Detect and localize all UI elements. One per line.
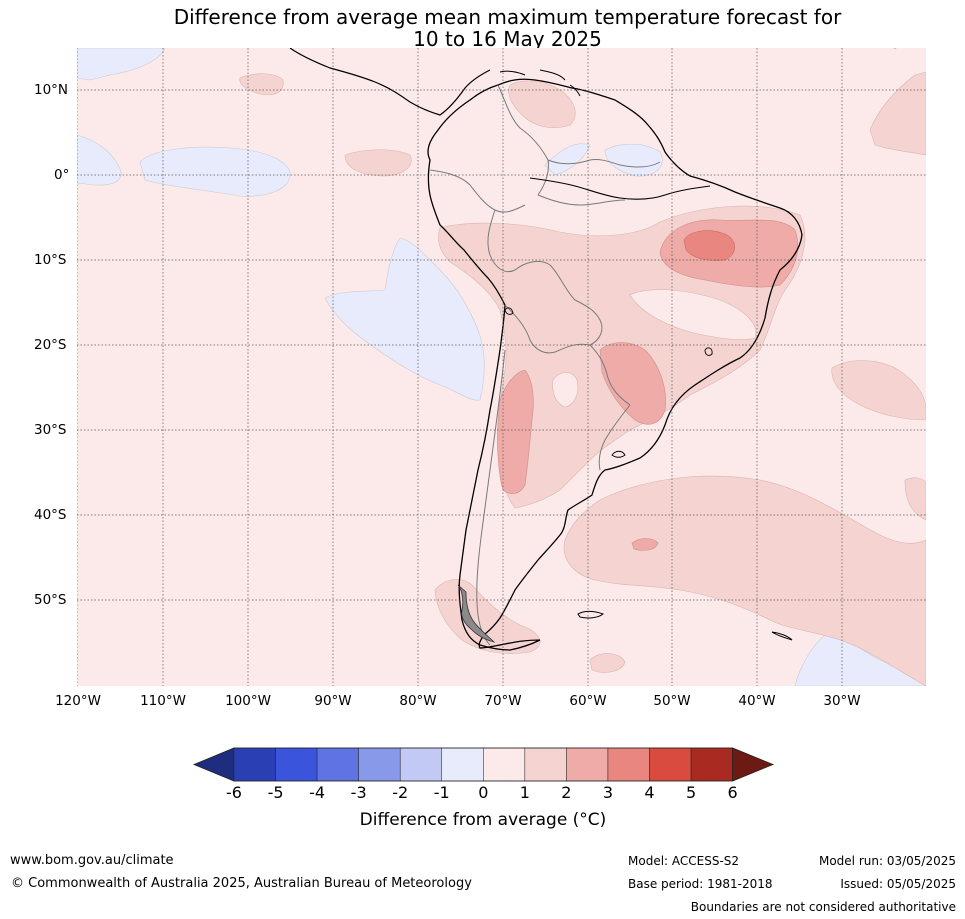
- lat-label-10n: 10°N: [34, 82, 69, 98]
- colorbar-segment: [441, 747, 484, 782]
- anomaly-neg-guiana: [604, 143, 663, 177]
- anomaly-0-1-interior: [552, 372, 579, 408]
- anomaly-1-2-eq: [344, 149, 412, 177]
- border-peru-brazil: [487, 209, 516, 273]
- anomaly-1-2-ne: [869, 71, 926, 156]
- colorbar-tick-label: 2: [561, 783, 572, 802]
- anomaly-1-2-colombia: [508, 80, 576, 129]
- border-colombia-ecuador-peru: [429, 169, 526, 213]
- lon-label-100w: 100°W: [225, 693, 271, 709]
- falkland-islands: [577, 610, 605, 619]
- colorbar-segment: [399, 747, 443, 782]
- disclaimer-text: Boundaries are not considered authoritat…: [690, 900, 956, 914]
- anomaly-neg-nw: [77, 48, 166, 81]
- bom-website-text: www.bom.gov.au/climate: [10, 853, 174, 868]
- colorbar-tick-label: 1: [519, 783, 530, 802]
- anomaly-2-3-ocean: [631, 538, 659, 551]
- border-colombia-venezuela: [497, 84, 549, 196]
- anomaly-2-3-argentina: [497, 369, 534, 494]
- border-chile-argentina: [476, 349, 506, 646]
- lat-label-30s: 30°S: [34, 422, 67, 438]
- lon-label-50w: 50°W: [653, 693, 691, 709]
- colorbar-segment: [607, 747, 650, 782]
- lon-label-110w: 110°W: [140, 693, 186, 709]
- colorbar-tick-label: -2: [392, 783, 409, 802]
- colorbar-arrow-below-min: [192, 747, 235, 782]
- colorbar-segment: [566, 747, 609, 782]
- colorbar-tick-label: 4: [644, 783, 655, 802]
- colorbar-tick-label: -6: [226, 783, 242, 802]
- anomaly-neg-w: [77, 134, 122, 186]
- anomaly-neg-venezuela: [544, 143, 591, 176]
- colorbar-tick-label: -1: [433, 783, 450, 802]
- colorbar-tick-label: 5: [685, 783, 697, 802]
- lon-label-120w: 120°W: [55, 693, 101, 709]
- lat-label-20s: 20°S: [34, 337, 67, 353]
- lon-label-60w: 60°W: [569, 693, 607, 709]
- lon-label-70w: 70°W: [484, 693, 522, 709]
- colorbar-tick-label: 6: [727, 783, 738, 802]
- colorbar-tick-label: 0: [478, 783, 489, 802]
- brazil-river-feature: [529, 177, 711, 200]
- border-chile-bolivia-argentina: [504, 304, 591, 354]
- border-guianas: [547, 159, 661, 168]
- anomaly-3-4-ne-brazil: [683, 230, 736, 261]
- colorbar-segment: [524, 747, 567, 782]
- anomaly-1-2-atlantic-s: [563, 475, 926, 686]
- south-america-coastline: [427, 78, 803, 651]
- lat-label-40s: 40°S: [34, 507, 67, 523]
- lagoa-dos-patos: [611, 450, 626, 458]
- lon-label-30w: 30°W: [823, 693, 861, 709]
- colorbar-tick-label: -5: [267, 783, 284, 802]
- model-run-text: Model run: 03/05/2025: [818, 854, 956, 868]
- model-text: Model: ACCESS-S2: [628, 854, 740, 868]
- lat-label-10s: 10°S: [34, 252, 67, 268]
- anomaly-1-2-atlantic-e: [831, 360, 926, 421]
- lake-titicaca: [504, 307, 514, 315]
- anomaly-1-2-se-east: [904, 477, 926, 521]
- anomaly-0-1-bolivia: [629, 289, 757, 340]
- map-title-line1: Difference from average mean maximum tem…: [173, 5, 842, 29]
- anomaly-1-2-falklands: [589, 653, 626, 673]
- lon-label-40w: 40°W: [738, 693, 776, 709]
- lat-label-0: 0°: [54, 167, 70, 183]
- border-bolivia: [514, 260, 603, 346]
- base-period-text: Base period: 1981-2018: [628, 877, 773, 891]
- caribbean-islands: [499, 48, 897, 97]
- colorbar-segment: [358, 747, 401, 782]
- border-argentina-brazil: [598, 404, 631, 471]
- colorbar-tick-label: -4: [309, 783, 326, 802]
- colorbar-segment: [649, 747, 692, 782]
- colorbar-segment: [483, 747, 526, 782]
- central-america-coastline: [289, 48, 491, 116]
- colorbar-segment: [233, 747, 276, 782]
- brazil-lake: [704, 347, 713, 356]
- border-venezuela-brazil: [537, 194, 626, 206]
- lon-label-90w: 90°W: [314, 693, 352, 709]
- colorbar-segment: [275, 747, 318, 782]
- lon-label-80w: 80°W: [399, 693, 437, 709]
- forecast-map: [77, 48, 926, 686]
- lat-label-50s: 50°S: [34, 592, 67, 608]
- anomaly-neg-pacific: [324, 237, 485, 401]
- colorbar-segment: [316, 747, 359, 782]
- copyright-text: © Commonwealth of Australia 2025, Austra…: [11, 876, 472, 891]
- anomaly-2-3-s-brazil: [599, 342, 666, 425]
- map-title-line2: 10 to 16 May 2025: [413, 27, 602, 51]
- border-paraguay: [589, 344, 631, 406]
- colorbar-label: Difference from average (°C): [359, 810, 607, 830]
- issued-text: Issued: 05/05/2025: [840, 877, 956, 891]
- anomaly-1-2-caribbean: [239, 73, 284, 96]
- colorbar-arrow-above-max: [732, 747, 775, 782]
- colorbar-segment: [690, 747, 733, 782]
- patagonia-islands: [457, 584, 496, 643]
- south-georgia: [771, 631, 793, 641]
- anomaly-neg-eq: [139, 146, 291, 197]
- colorbar-tick-label: 3: [602, 783, 614, 802]
- colorbar-tick-label: -3: [350, 783, 367, 802]
